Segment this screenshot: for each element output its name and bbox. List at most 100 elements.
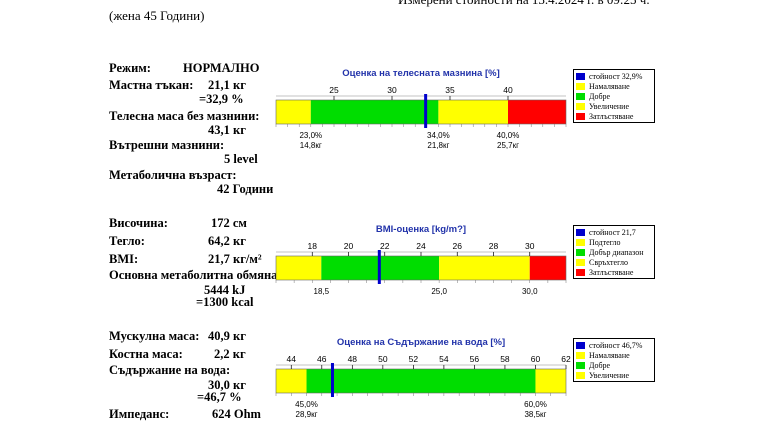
legend-label: Намаляване [589, 81, 630, 91]
tick-label: 26 [453, 241, 463, 251]
boundary-percent-label: 34,0% [427, 131, 450, 140]
tick-label: 40 [503, 85, 513, 95]
legend-swatch [576, 351, 585, 359]
bar-frame [275, 99, 567, 125]
bmr-kj-value: 5444 kJ [204, 283, 246, 297]
impedance-label: Импеданс: [109, 407, 170, 421]
chart-title: BMI-оценка [kg/m?] [376, 224, 466, 235]
tick-label: 54 [439, 354, 449, 364]
mode-value: НОРМАЛНО [183, 61, 260, 75]
legend-label: Намаляване [589, 350, 630, 360]
mode-label: Режим: [109, 61, 151, 75]
legend-entry: Добър диапазон [576, 247, 652, 257]
metabolic-age-label: Метаболична възраст: [109, 168, 237, 182]
tick-label: 46 [317, 354, 327, 364]
boundary-weight-label: 14,8кг [300, 141, 322, 150]
tick-label: 52 [409, 354, 419, 364]
subject-info: (жена 45 Години) [109, 8, 205, 23]
value-marker [424, 94, 428, 128]
fat-pct-value: =32,9 % [199, 92, 244, 106]
boundary-weight-label: 38,5кг [524, 410, 546, 419]
boundary-weight-label: 21,8кг [427, 141, 449, 150]
tick-label: 30 [525, 241, 535, 251]
legend-entry: Увеличение [576, 101, 652, 111]
legend-entry: Добре [576, 91, 652, 101]
legend-entry: Намаляване [576, 81, 652, 91]
weight-value: 64,2 кг [208, 234, 246, 248]
range-segment [438, 100, 508, 124]
tick-label: 35 [445, 85, 455, 95]
legend-label: Увеличение [589, 101, 630, 111]
legend-swatch [576, 238, 585, 246]
range-segment [276, 100, 311, 124]
height-value: 172 см [211, 216, 247, 230]
bone-mass-label: Костна маса: [109, 347, 183, 361]
boundary-percent-label: 23,0% [299, 131, 322, 140]
bmi-chart-svg: BMI-оценка [kg/m?] 18 20 22 24 26 28 30 18,5 25,0… [275, 224, 567, 296]
legend-entry: стойност 32,9% [576, 71, 652, 81]
tick-label: 20 [344, 241, 354, 251]
visceral-fat-label: Вътрешни мазнини: [109, 138, 225, 152]
legend-swatch [576, 102, 585, 110]
legend-entry: Затлъстяване [576, 267, 652, 277]
tick-label: 30 [387, 85, 397, 95]
water-chart-svg: Оценка на Съдържание на вода [%] 44 46 48 50… [275, 337, 571, 419]
legend-swatch [576, 371, 585, 379]
bar-frame [275, 368, 567, 394]
body-fat-legend: стойност 32,9% Намаляване Добре Увеличение З… [573, 69, 655, 123]
tick-label: 48 [348, 354, 358, 364]
legend-label: стойност 21,7 [589, 227, 636, 237]
boundary-label: 25,0 [431, 287, 447, 296]
tick-label: 22 [380, 241, 390, 251]
legend-label: Затлъстяване [589, 111, 634, 121]
impedance-value: 624 Ohm [212, 407, 261, 421]
tick-label: 28 [489, 241, 499, 251]
value-marker [377, 250, 381, 284]
range-segment [529, 256, 566, 280]
tick-label: 60 [531, 354, 541, 364]
legend-label: Добър диапазон [589, 247, 644, 257]
tick-label: 44 [287, 354, 297, 364]
chart-title: Оценка на телесната мазнина [%] [342, 68, 500, 79]
bmr-kcal-value: =1300 kcal [196, 295, 254, 309]
bmi-value: 21,7 кг/м² [208, 252, 262, 266]
muscle-mass-value: 40,9 кг [208, 329, 246, 343]
legend-swatch [576, 82, 585, 90]
metabolic-age-value: 42 Години [217, 182, 274, 196]
legend-label: Свръхтегло [589, 257, 628, 267]
range-segment [306, 369, 536, 393]
boundary-percent-label: 60,0% [524, 400, 547, 409]
legend-swatch [576, 92, 585, 100]
tick-label: 58 [500, 354, 510, 364]
legend-swatch [576, 361, 585, 369]
boundary-label: 30,0 [522, 287, 538, 296]
water-legend: стойност 46,7% Намаляване Добре Увеличение [573, 338, 655, 382]
water-pct-value: =46,7 % [197, 390, 242, 404]
water-kg-value: 30,0 кг [208, 378, 246, 392]
water-chart: Оценка на Съдържание на вода [%] 44 46 48 50… [272, 333, 571, 423]
fat-kg-value: 21,1 кг [208, 78, 246, 92]
legend-label: стойност 46,7% [589, 340, 643, 350]
range-segment [310, 100, 439, 124]
bmi-label: BMI: [109, 252, 139, 266]
boundary-weight-label: 25,7кг [497, 141, 519, 150]
range-segment [276, 369, 307, 393]
legend-swatch [576, 258, 585, 266]
legend-swatch [576, 268, 585, 276]
chart-title: Оценка на Съдържание на вода [%] [337, 337, 505, 348]
tick-label: 25 [329, 85, 339, 95]
ffm-label: Телесна маса без мазнини: [109, 109, 260, 123]
boundary-percent-label: 45,0% [295, 400, 318, 409]
legend-label: Добре [589, 360, 611, 370]
bmi-legend: стойност 21,7 Подтегло Добър диапазон Свръх… [573, 225, 655, 279]
legend-entry: Намаляване [576, 350, 652, 360]
legend-entry: Свръхтегло [576, 257, 652, 267]
legend-label: стойност 32,9% [589, 71, 643, 81]
bmr-label: Основна метаболитна обмяна: [109, 268, 282, 282]
range-segment [276, 256, 322, 280]
boundary-percent-label: 40,0% [497, 131, 520, 140]
legend-label: Увеличение [589, 370, 630, 380]
tick-label: 62 [561, 354, 571, 364]
bmi-chart: BMI-оценка [kg/m?] 18 20 22 24 26 28 30 18,5 25,0… [272, 220, 570, 302]
range-segment [535, 369, 566, 393]
